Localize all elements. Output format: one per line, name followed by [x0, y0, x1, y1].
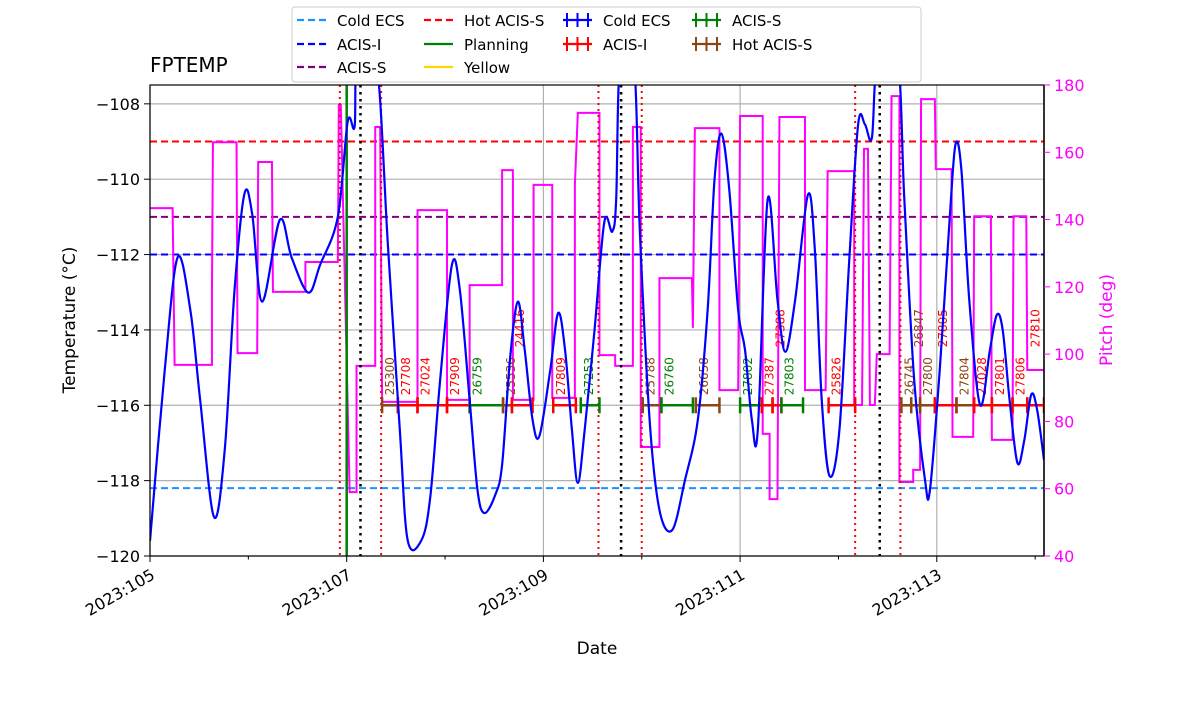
chart-title: FPTEMP [150, 53, 228, 77]
y2-axis-label: Pitch (deg) [1097, 274, 1117, 366]
legend-entry: ACIS-S [692, 12, 781, 30]
x-tick-label: 2023:111 [672, 565, 748, 620]
legend-label: ACIS-I [603, 36, 647, 54]
legend-entry: Hot ACIS-S [424, 12, 544, 30]
obsid-27809: 27809 [551, 357, 578, 414]
obsid-26658: 26658 [694, 357, 721, 414]
legend-label: Yellow [463, 59, 510, 77]
x-tick-label: 2023:113 [869, 565, 945, 620]
y2-tick-label: 140 [1054, 211, 1085, 230]
obsid-label: 27909 [448, 357, 462, 395]
obsid-27804: 27804 [955, 357, 976, 414]
obsid-label: 27253 [582, 357, 596, 395]
obsid-label: 26760 [662, 357, 676, 395]
obsid-label: 27387 [763, 357, 777, 395]
legend-label: ACIS-S [337, 59, 386, 77]
obsid-27800: 27800 [918, 357, 937, 414]
y-tick-label: −118 [96, 472, 140, 491]
obsid-27708: 27708 [396, 357, 419, 414]
obsid-label: 27809 [554, 357, 568, 395]
obsid-label: 27800 [921, 357, 935, 395]
legend-label: Hot ACIS-S [732, 36, 812, 54]
obsid-label: 25300 [383, 357, 397, 395]
legend-entry: Planning [424, 36, 529, 54]
legend-entry: Hot ACIS-S [692, 36, 812, 54]
legend-entry: ACIS-S [297, 59, 386, 77]
obsid-label: 27708 [399, 357, 413, 395]
legend-label: Planning [464, 36, 529, 54]
legend-entry: Cold ECS [563, 12, 671, 30]
legend-entry: ACIS-I [297, 36, 381, 54]
obsid-label: 27803 [782, 357, 796, 395]
obsid-label: 27810 [1028, 309, 1042, 347]
y-tick-label: −110 [96, 170, 140, 189]
x-tick-label: 2023:105 [82, 565, 158, 620]
legend: Cold ECS ACIS-I ACIS-S Hot ACIS-S Planning Ye… [291, 6, 922, 83]
obsid-label: 26759 [471, 357, 485, 395]
y-tick-label: −108 [96, 95, 140, 114]
obsid-27909: 27909 [445, 357, 471, 414]
obsid-25826: 25826 [827, 357, 857, 414]
plot-area: 25300 27708 27024 27909 26759 255362441627809… [150, 85, 1044, 556]
y-tick-label: −114 [96, 321, 140, 340]
x-tick-label: 2023:107 [279, 565, 355, 620]
obsid-27253: 27253 [579, 357, 601, 414]
legend-entry: Yellow [424, 59, 510, 77]
y2-tick-label: 160 [1054, 143, 1085, 162]
obsid-label: 25826 [830, 357, 844, 395]
x-axis-label: Date [577, 639, 618, 659]
legend-entry: Cold ECS [297, 12, 405, 30]
y2-tick-label: 80 [1054, 412, 1074, 431]
obsid-label: 27806 [1014, 357, 1028, 395]
obsid-26759: 26759 [468, 357, 505, 414]
y-tick-label: −112 [96, 246, 140, 265]
y2-tick-label: 100 [1054, 345, 1085, 364]
x-tick-label: 2023:109 [476, 565, 552, 620]
legend-label: ACIS-I [337, 36, 381, 54]
y-axis-label: Temperature (°C) [60, 247, 80, 395]
legend-label: Cold ECS [337, 12, 405, 30]
legend-label: Cold ECS [603, 12, 671, 30]
obsid-label: 25536 [504, 357, 518, 395]
obsid-label: 26658 [697, 357, 711, 395]
obsid-label: 27024 [419, 357, 433, 395]
axes: 2023:105 2023:107 2023:109 2023:111 2023:113… [82, 76, 1084, 620]
y2-tick-label: 60 [1054, 480, 1074, 499]
y-tick-label: −120 [96, 547, 140, 566]
y2-tick-label: 40 [1054, 547, 1074, 566]
y2-tick-label: 180 [1054, 76, 1085, 95]
obsid-27024: 27024 [416, 357, 449, 414]
temperature-line [150, 85, 1044, 552]
legend-label: ACIS-S [732, 12, 781, 30]
obsid-26760: 26760 [660, 357, 695, 414]
obsid-label: 27804 [957, 357, 971, 395]
legend-label: Hot ACIS-S [464, 12, 544, 30]
obsid-27803: 27803 [780, 357, 805, 414]
obsid-label: 27801 [993, 357, 1007, 395]
y2-tick-label: 120 [1054, 278, 1085, 297]
obsid-label: 26847 [912, 309, 926, 347]
obsid-27806: 27806 [1011, 357, 1029, 414]
legend-entry: ACIS-I [563, 36, 647, 54]
y-tick-label: −116 [96, 396, 140, 415]
legend-box [291, 6, 922, 83]
